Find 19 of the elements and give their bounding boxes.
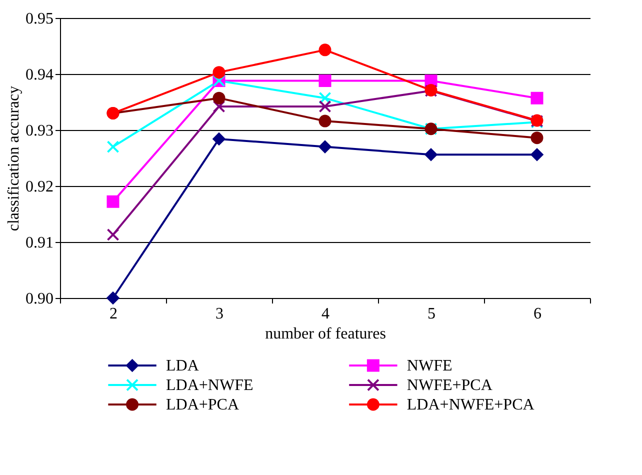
legend-label: LDA+NWFE bbox=[166, 377, 254, 394]
x-tick-label: 3 bbox=[216, 306, 224, 322]
y-tick-label: 0.92 bbox=[26, 178, 54, 196]
legend-label: NWFE bbox=[406, 358, 452, 374]
legend-label: LDA bbox=[166, 358, 200, 374]
legend-label: LDA+PCA bbox=[166, 396, 240, 414]
x-tick-label: 5 bbox=[428, 306, 436, 322]
x-axis-title: number of features bbox=[265, 326, 386, 342]
y-axis-title: classification accuracy bbox=[6, 86, 22, 232]
x-tick-label: 4 bbox=[322, 306, 330, 322]
y-tick-label: 0.94 bbox=[26, 66, 54, 84]
x-tick-label: 2 bbox=[110, 306, 118, 322]
y-tick-label: 0.93 bbox=[26, 122, 54, 140]
legend-label: NWFE+PCA bbox=[406, 377, 493, 394]
x-tick-label: 6 bbox=[534, 306, 542, 322]
y-tick-label: 0.95 bbox=[26, 10, 54, 28]
legend-label: LDA+NWFE+PCA bbox=[406, 396, 535, 414]
y-tick-label: 0.91 bbox=[26, 234, 54, 252]
y-tick-label: 0.90 bbox=[26, 290, 54, 308]
